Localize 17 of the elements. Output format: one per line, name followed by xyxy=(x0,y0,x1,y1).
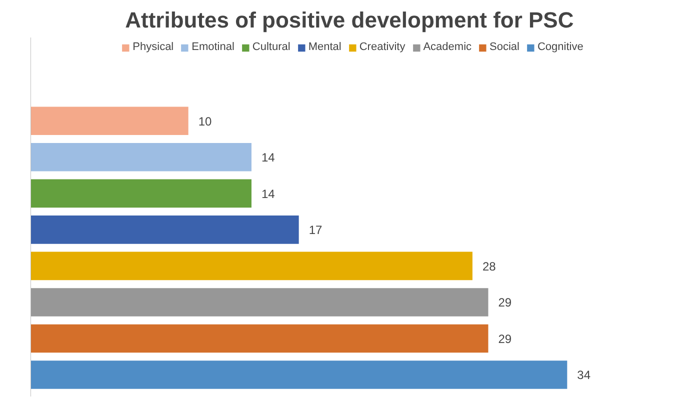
data-label: 10 xyxy=(198,114,212,128)
data-label: 29 xyxy=(498,296,512,310)
data-label: 28 xyxy=(482,259,496,274)
data-label: 14 xyxy=(261,186,276,201)
legend-label: Academic xyxy=(423,41,472,53)
data-label: 29 xyxy=(498,332,512,346)
data-label: 14 xyxy=(261,150,276,165)
legend-label: Cognitive xyxy=(537,41,584,53)
data-label: 34 xyxy=(577,368,591,382)
legend-label: Mental xyxy=(308,41,342,53)
chart-title: Attributes of positive development for PSC xyxy=(125,8,574,32)
legend-label: Physical xyxy=(132,41,174,53)
legend-label: Social xyxy=(490,41,520,53)
data-label: 17 xyxy=(308,223,323,238)
legend-label: Creativity xyxy=(359,41,406,53)
legend-label: Emotinal xyxy=(192,41,234,53)
legend-label: Cultural xyxy=(252,41,290,53)
